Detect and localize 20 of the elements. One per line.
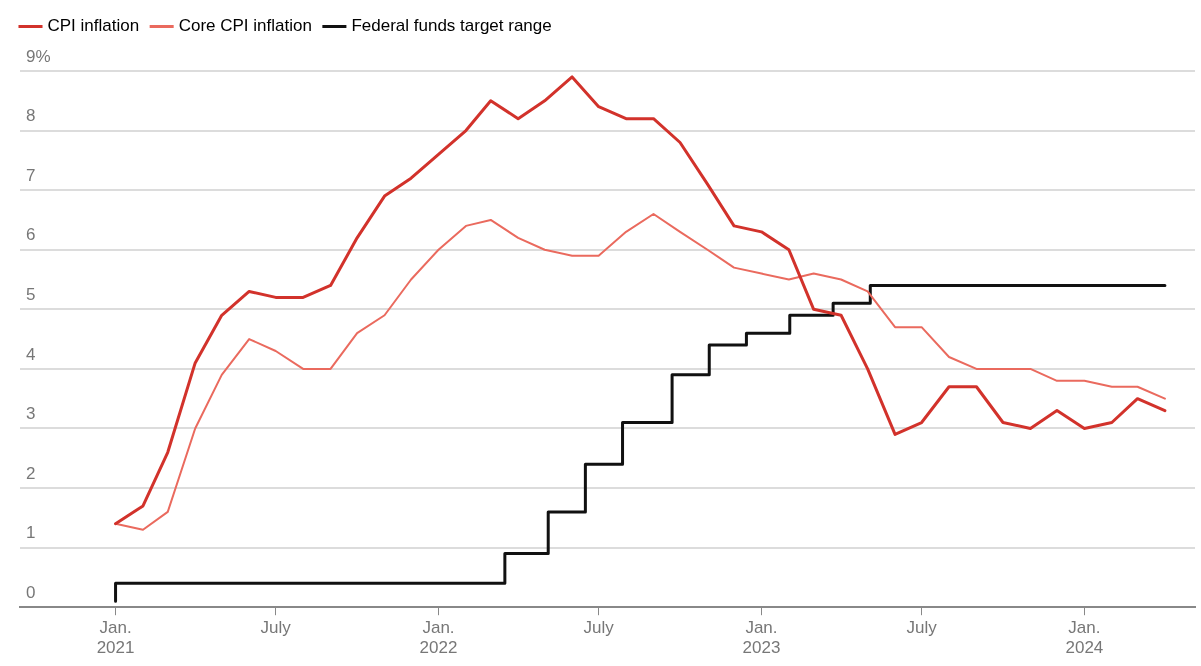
y-tick-label: 5	[26, 285, 36, 304]
y-tick-label: 4	[26, 344, 36, 364]
y-tick-label: 6	[26, 225, 36, 245]
x-tick-label: Jan. 2022	[419, 618, 458, 658]
y-tick-label: 9%	[26, 46, 51, 66]
x-tick-label: July	[906, 618, 938, 638]
x-tick-label: July	[260, 618, 292, 638]
x-tick-label: July	[583, 618, 615, 638]
y-tick-label: 3	[26, 404, 36, 424]
y-tick-label: 0	[26, 582, 36, 602]
y-tick-label: 1	[26, 523, 36, 543]
x-tick-label: Jan. 2023	[742, 618, 781, 658]
legend-label: CPI inflation	[47, 16, 140, 36]
y-tick-label: 8	[26, 106, 36, 126]
x-tick-label: Jan. 2024	[1065, 618, 1104, 658]
legend-label: Federal funds target range	[351, 16, 552, 36]
x-tick-label: Jan. 2021	[96, 618, 135, 658]
y-tick-label: 7	[26, 165, 36, 185]
legend-label: Core CPI inflation	[178, 16, 312, 36]
y-tick-label: 2	[26, 463, 36, 483]
